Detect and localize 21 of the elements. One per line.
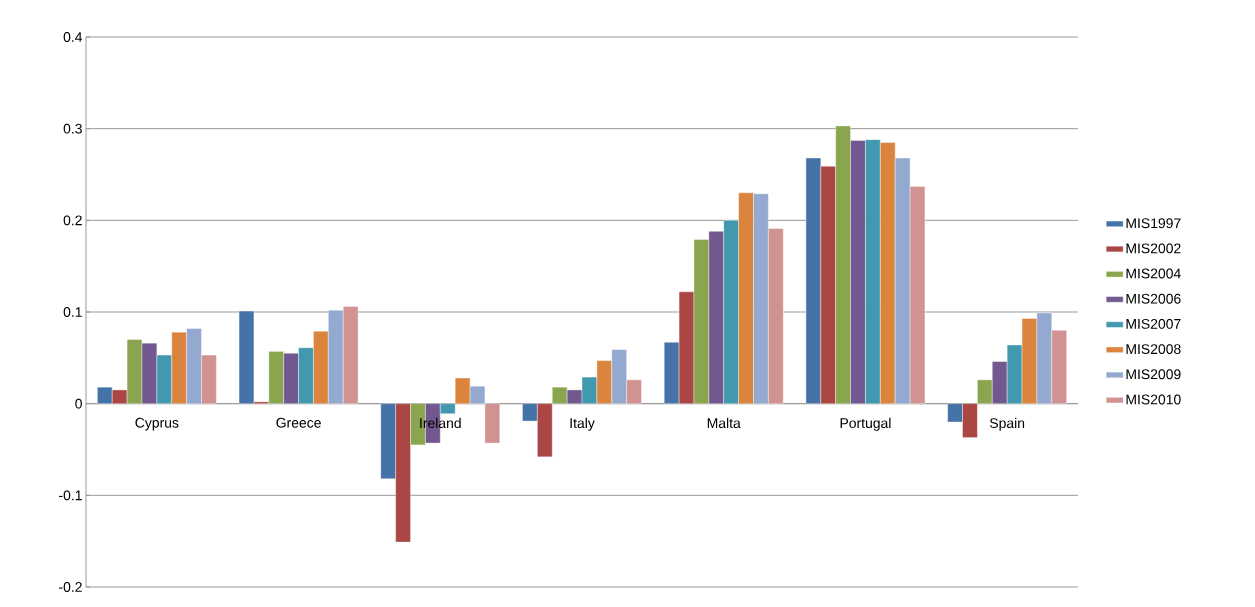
- x-tick-label: Portugal: [840, 417, 891, 431]
- y-tick-label: -0.2: [59, 582, 82, 592]
- y-tick-label: 0.3: [63, 123, 82, 134]
- legend-label: MIS2009: [1126, 369, 1181, 380]
- legend-label: MIS2008: [1126, 344, 1181, 355]
- legend-label: MIS2010: [1126, 394, 1181, 405]
- legend-label: MIS2007: [1126, 318, 1181, 329]
- x-tick-label: Malta: [707, 417, 741, 429]
- x-tick-label: Cyprus: [135, 417, 179, 431]
- y-tick-label: 0: [75, 398, 82, 409]
- y-tick-label: 0.2: [63, 215, 82, 226]
- y-tick-label: -0.1: [59, 490, 82, 501]
- y-tick-label: 0.4: [63, 32, 83, 42]
- x-tick-label: Italy: [570, 417, 595, 431]
- legend-label: MIS2004: [1126, 268, 1181, 279]
- y-tick-label: 0.1: [63, 307, 82, 317]
- legend-label: MIS1997: [1126, 218, 1181, 229]
- x-tick-label: Spain: [989, 417, 1025, 431]
- x-tick-label: Greece: [276, 417, 321, 428]
- legend-label: MIS2002: [1126, 243, 1181, 254]
- legend-label: MIS2006: [1126, 293, 1181, 304]
